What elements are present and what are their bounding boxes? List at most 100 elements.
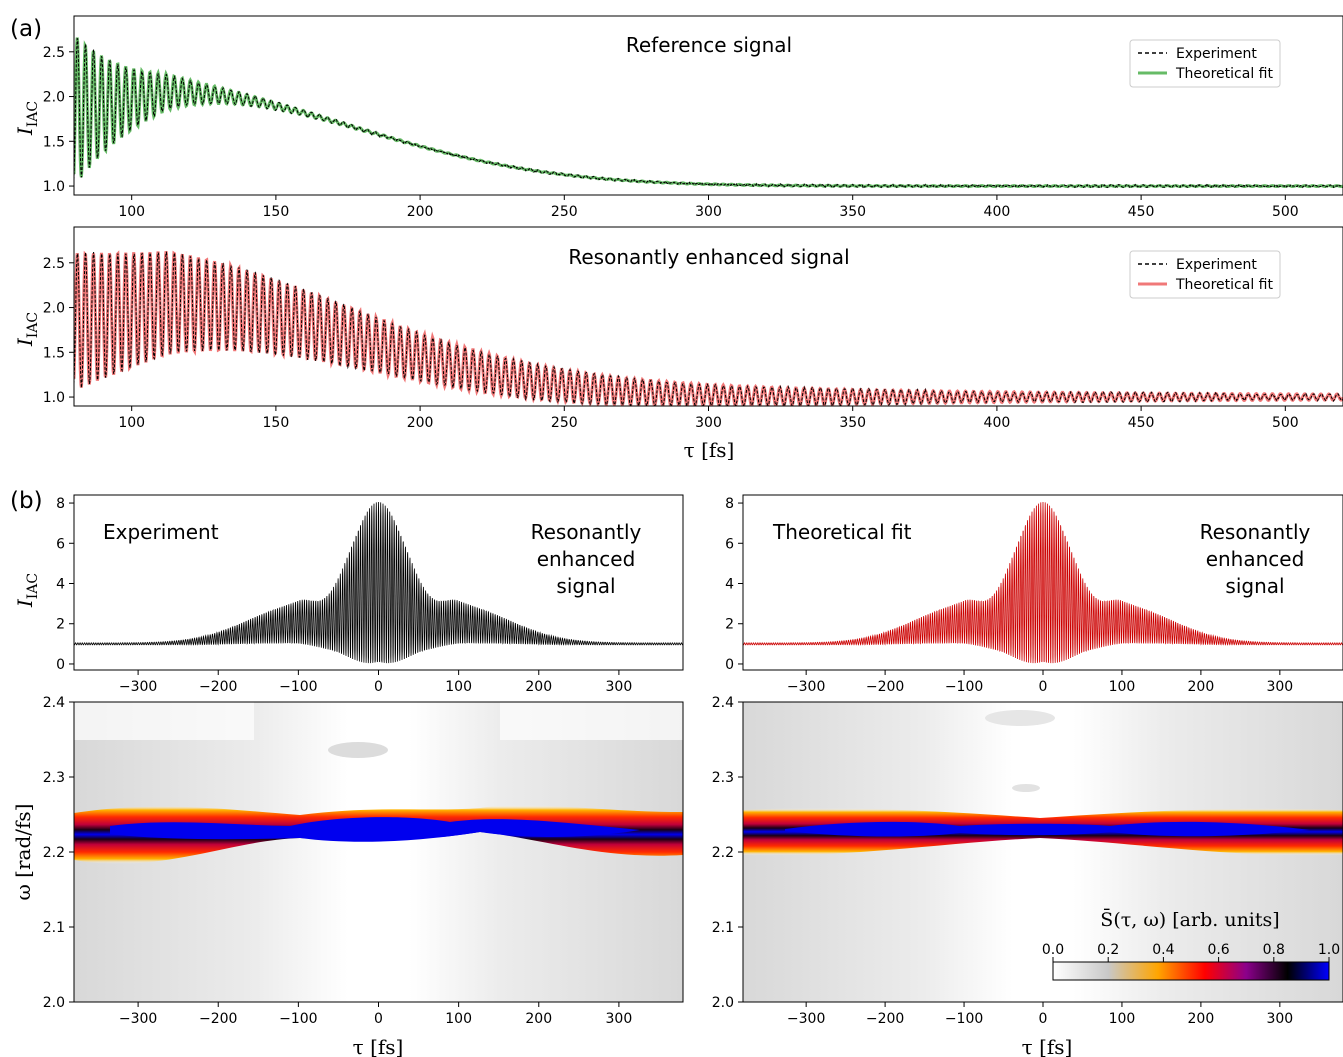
colorbar-tick-label: 0.2 xyxy=(1097,942,1119,958)
plot-area-a-reference xyxy=(74,37,1343,189)
x-tick-label: 100 xyxy=(118,204,145,220)
x-tick-label: 200 xyxy=(525,1011,552,1027)
panel-a-label: (a) xyxy=(10,16,42,42)
x-tick-label: −100 xyxy=(945,1011,983,1027)
x-tick-label: 400 xyxy=(984,204,1011,220)
x-tick-label: 350 xyxy=(839,415,866,431)
y-tick-label: 2.1 xyxy=(43,920,65,936)
xlabel-tau-a: τ [fs] xyxy=(684,438,735,462)
annotation-resonant-line3: signal xyxy=(1225,574,1284,598)
x-tick-label: 150 xyxy=(263,415,290,431)
x-tick-label: 300 xyxy=(1266,679,1293,695)
ylabel-omega: ω [rad/fs] xyxy=(11,804,35,901)
legend-experiment-label: Experiment xyxy=(1176,257,1257,273)
colorbar-tick-label: 0.4 xyxy=(1152,942,1174,958)
colorbar-tick-label: 0.8 xyxy=(1263,942,1285,958)
x-tick-label: 0 xyxy=(374,1011,383,1027)
y-tick-label: 2.4 xyxy=(712,695,734,711)
legend-fit-label: Theoretical fit xyxy=(1175,277,1273,293)
x-tick-label: 100 xyxy=(445,679,472,695)
axes-b-fit-spectrogram: −300 −200 −100 0 100 200 300 2.0 2.1 2.2 2.3 2.4 xyxy=(712,695,1343,1027)
y-tick-label: 2 xyxy=(725,617,734,633)
y-tick-label: 2.2 xyxy=(712,845,734,861)
y-tick-label: 0 xyxy=(56,657,65,673)
axes-a-reference: 100 150 200 250 300 350 400 450 500 1.0 1.5 2.0 2.5 xyxy=(43,15,1343,220)
legend-fit-label: Theoretical fit xyxy=(1175,66,1273,82)
y-tick-label: 2.0 xyxy=(43,995,65,1011)
x-tick-label: 500 xyxy=(1272,415,1299,431)
colorbar-tick-label: 1.0 xyxy=(1318,942,1340,958)
plot-area-a-resonant xyxy=(74,250,1343,406)
y-tick-label: 8 xyxy=(56,496,65,512)
y-tick-label: 8 xyxy=(725,496,734,512)
x-tick-label: −300 xyxy=(787,1011,825,1027)
x-tick-label: −300 xyxy=(119,679,157,695)
ylabel-a1: IIAC xyxy=(13,101,41,136)
xlabel-tau-b-left: τ [fs] xyxy=(353,1035,404,1057)
y-tick-label: 2.2 xyxy=(43,845,65,861)
y-tick-label: 4 xyxy=(56,577,65,593)
legend-experiment-label: Experiment xyxy=(1176,46,1257,62)
colorbar: S̄(τ, ω) [arb. units] 0.0 0.2 0.4 0.6 0.8 1.0 xyxy=(1042,908,1340,981)
x-tick-label: 250 xyxy=(551,204,578,220)
x-tick-label: 0 xyxy=(1039,1011,1048,1027)
y-tick-label: 2.0 xyxy=(43,301,65,317)
y-tick-label: 2 xyxy=(56,617,65,633)
x-tick-label: 200 xyxy=(1188,1011,1215,1027)
x-tick-label: 300 xyxy=(695,204,722,220)
y-tick-label: 2.3 xyxy=(712,770,734,786)
x-tick-label: 250 xyxy=(551,415,578,431)
annotation-resonant-line3: signal xyxy=(556,574,615,598)
y-tick-label: 1.0 xyxy=(43,390,65,406)
axes-a-resonant: 100 150 200 250 300 350 400 450 500 1.0 1.5 2.0 2.5 xyxy=(43,226,1343,431)
x-tick-label: 100 xyxy=(1109,679,1136,695)
y-tick-label: 2.1 xyxy=(712,920,734,936)
y-tick-label: 2.3 xyxy=(43,770,65,786)
y-tick-label: 2.5 xyxy=(43,256,65,272)
legend-resonant: Experiment Theoretical fit xyxy=(1129,250,1281,299)
legend-reference: Experiment Theoretical fit xyxy=(1129,39,1281,88)
x-tick-label: −200 xyxy=(866,679,904,695)
y-tick-label: 2.0 xyxy=(43,90,65,106)
x-tick-label: 500 xyxy=(1272,204,1299,220)
axes-b-exp-trace: −300 −200 −100 0 100 200 300 0 2 4 6 8 xyxy=(56,494,684,695)
annotation-resonant-line2: enhanced xyxy=(537,547,636,571)
y-tick-label: 2.0 xyxy=(712,995,734,1011)
x-tick-label: 300 xyxy=(1266,1011,1293,1027)
x-tick-label: −200 xyxy=(866,1011,904,1027)
series-experiment xyxy=(74,251,1343,406)
x-tick-label: −100 xyxy=(279,1011,317,1027)
annotation-reference-signal: Reference signal xyxy=(626,33,792,57)
x-tick-label: 200 xyxy=(407,204,434,220)
x-tick-label: 100 xyxy=(1109,1011,1136,1027)
colorbar-tick-label: 0.0 xyxy=(1042,942,1064,958)
x-tick-label: 300 xyxy=(695,415,722,431)
svg-text:IIAC: IIAC xyxy=(13,573,41,608)
annotation-resonant-line2: enhanced xyxy=(1206,547,1305,571)
x-tick-label: 400 xyxy=(984,415,1011,431)
ylabel-b1: IIAC xyxy=(13,573,41,608)
plot-area-b-exp-trace xyxy=(74,501,683,664)
x-tick-label: 300 xyxy=(606,1011,633,1027)
y-tick-label: 1.5 xyxy=(43,345,65,361)
y-tick-label: 1.0 xyxy=(43,179,65,195)
plot-area-b-fit-trace xyxy=(743,501,1343,664)
colorbar-gradient xyxy=(1052,961,1330,981)
y-tick-label: 2.5 xyxy=(43,45,65,61)
svg-text:IIAC: IIAC xyxy=(13,101,41,136)
x-tick-label: 450 xyxy=(1128,204,1155,220)
series-iac-trace xyxy=(743,501,1343,664)
svg-text:IIAC: IIAC xyxy=(13,312,41,347)
panel-b-label: (b) xyxy=(10,488,43,514)
y-tick-label: 4 xyxy=(725,577,734,593)
x-tick-label: 200 xyxy=(1188,679,1215,695)
y-tick-label: 0 xyxy=(725,657,734,673)
x-tick-label: 350 xyxy=(839,204,866,220)
x-tick-label: −100 xyxy=(279,679,317,695)
x-tick-label: 100 xyxy=(445,1011,472,1027)
annotation-resonant-signal: Resonantly enhanced signal xyxy=(568,245,849,269)
annotation-resonant-line1: Resonantly xyxy=(1200,520,1311,544)
y-tick-label: 1.5 xyxy=(43,134,65,150)
spectrogram-experiment-image xyxy=(74,702,683,1002)
